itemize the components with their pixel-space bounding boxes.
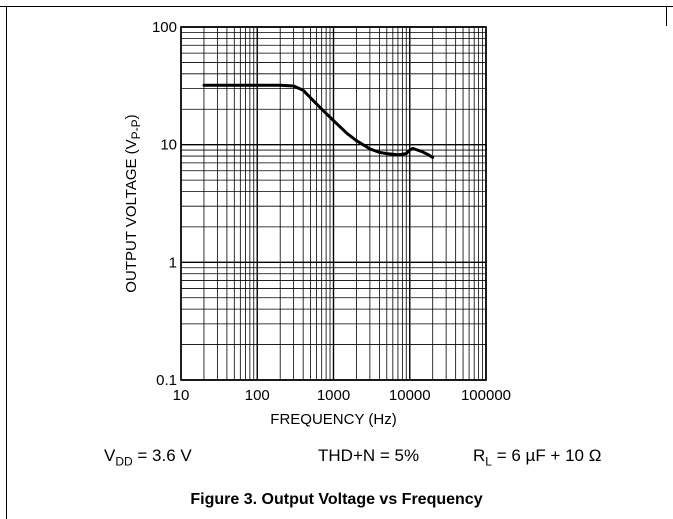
x-tick-label: 1000 — [317, 387, 350, 404]
page-frame-left — [6, 6, 7, 519]
series-layer — [202, 83, 435, 159]
x-tick-label: 10 — [173, 387, 190, 404]
x-tick-labels: 10 100 1000 10000 100000 — [173, 387, 511, 404]
x-tick-label: 100 — [245, 387, 270, 404]
y-tick-label: 0.1 — [156, 372, 177, 389]
y-tick-label: 10 — [160, 137, 177, 154]
vdd-value: = 3.6 V — [132, 446, 192, 465]
series-line — [202, 83, 435, 159]
y-tick-label: 100 — [152, 19, 177, 36]
rl-subscript: L — [485, 454, 492, 469]
y-axis-title-sub: P-P — [129, 119, 143, 139]
y-tick-labels: 0.1 1 10 100 — [152, 19, 177, 389]
rl-value: = 6 µF + 10 Ω — [491, 446, 602, 465]
condition-rl: RL = 6 µF + 10 Ω — [473, 446, 601, 468]
chart: 10 100 1000 10000 100000 0.1 1 10 100 FREQUENCY… — [123, 19, 511, 428]
page-frame-top — [0, 6, 673, 7]
plot-frame — [180, 26, 487, 381]
condition-thd: THD+N = 5% — [318, 446, 419, 466]
figure-caption: Figure 3. Output Voltage vs Frequency — [190, 491, 483, 508]
x-axis-title: FREQUENCY (Hz) — [270, 411, 396, 428]
vdd-subscript: DD — [115, 454, 133, 469]
y-tick-label: 1 — [169, 254, 177, 271]
condition-vdd: VDD = 3.6 V — [104, 446, 192, 468]
x-tick-label: 100000 — [461, 387, 511, 404]
vdd-prefix: V — [104, 446, 116, 465]
page-frame-right — [666, 6, 667, 26]
thd-value: THD+N = 5% — [318, 446, 420, 465]
y-axis-title: OUTPUT VOLTAGE (VP-P) — [123, 114, 143, 292]
y-axis-title-close: ) — [123, 114, 140, 119]
y-axis-title-main: OUTPUT VOLTAGE (V — [123, 139, 140, 292]
rl-prefix: R — [473, 446, 486, 465]
x-tick-label: 10000 — [389, 387, 431, 404]
